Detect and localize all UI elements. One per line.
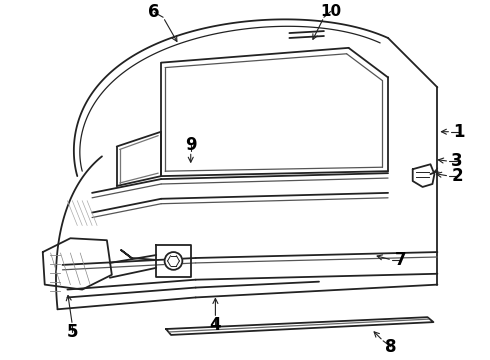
Text: 2: 2: [451, 167, 463, 185]
Text: 8: 8: [385, 338, 397, 356]
Text: 5: 5: [67, 323, 78, 341]
Circle shape: [165, 252, 182, 270]
Text: 3: 3: [451, 152, 463, 170]
Text: 1: 1: [453, 123, 465, 141]
Text: 9: 9: [185, 135, 196, 153]
Text: 10: 10: [320, 4, 342, 19]
Text: 4: 4: [210, 316, 221, 334]
Text: 6: 6: [148, 3, 160, 21]
Text: 7: 7: [395, 251, 407, 269]
